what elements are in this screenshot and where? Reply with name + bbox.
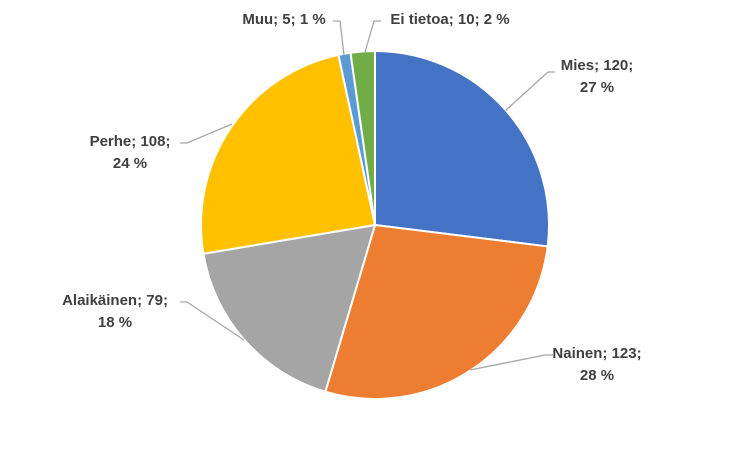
data-label-ei-tietoa: Ei tietoa; 10; 2 % <box>390 11 509 28</box>
data-label-line: Alaikäinen; 79; <box>62 292 168 309</box>
leaders-layer <box>180 20 555 371</box>
pie-slice-ei-tietoa <box>349 49 376 226</box>
data-label-line: Muu; 5; 1 % <box>242 11 325 28</box>
data-label-line: 28 % <box>580 367 614 384</box>
data-label-line: Nainen; 123; <box>552 345 641 362</box>
slices-layer <box>200 49 550 400</box>
pie-slice-perhe <box>200 53 376 255</box>
data-label-line: Ei tietoa; 10; 2 % <box>390 11 509 28</box>
data-label-line: 18 % <box>98 314 132 331</box>
leader-line-alaikäinen <box>180 301 245 341</box>
data-label-line: Mies; 120; <box>561 57 634 74</box>
data-label-mies: Mies; 120; 27 % <box>561 57 634 96</box>
data-label-line: Perhe; 108; <box>90 133 171 150</box>
pie-slice-nainen <box>324 224 549 400</box>
leader-line-mies <box>505 71 555 111</box>
data-label-line: 24 % <box>113 155 147 172</box>
data-label-nainen: Nainen; 123; 28 % <box>552 345 641 384</box>
data-label-alaikäinen: Alaikäinen; 79; 18 % <box>62 292 168 331</box>
leader-line-nainen <box>469 354 553 371</box>
data-label-perhe: Perhe; 108; 24 % <box>90 133 171 172</box>
labels-layer: Mies; 120; 27 % Nainen; 123; 28 % Alaikäinen… <box>62 11 642 384</box>
data-label-muu: Muu; 5; 1 % <box>242 11 325 28</box>
leader-line-muu <box>333 20 345 56</box>
leader-line-ei-tietoa <box>364 20 381 53</box>
pie-slice-alaikäinen <box>202 224 376 393</box>
leader-line-perhe <box>180 123 233 144</box>
pie-slice-mies <box>374 50 550 248</box>
data-label-line: 27 % <box>580 79 614 96</box>
